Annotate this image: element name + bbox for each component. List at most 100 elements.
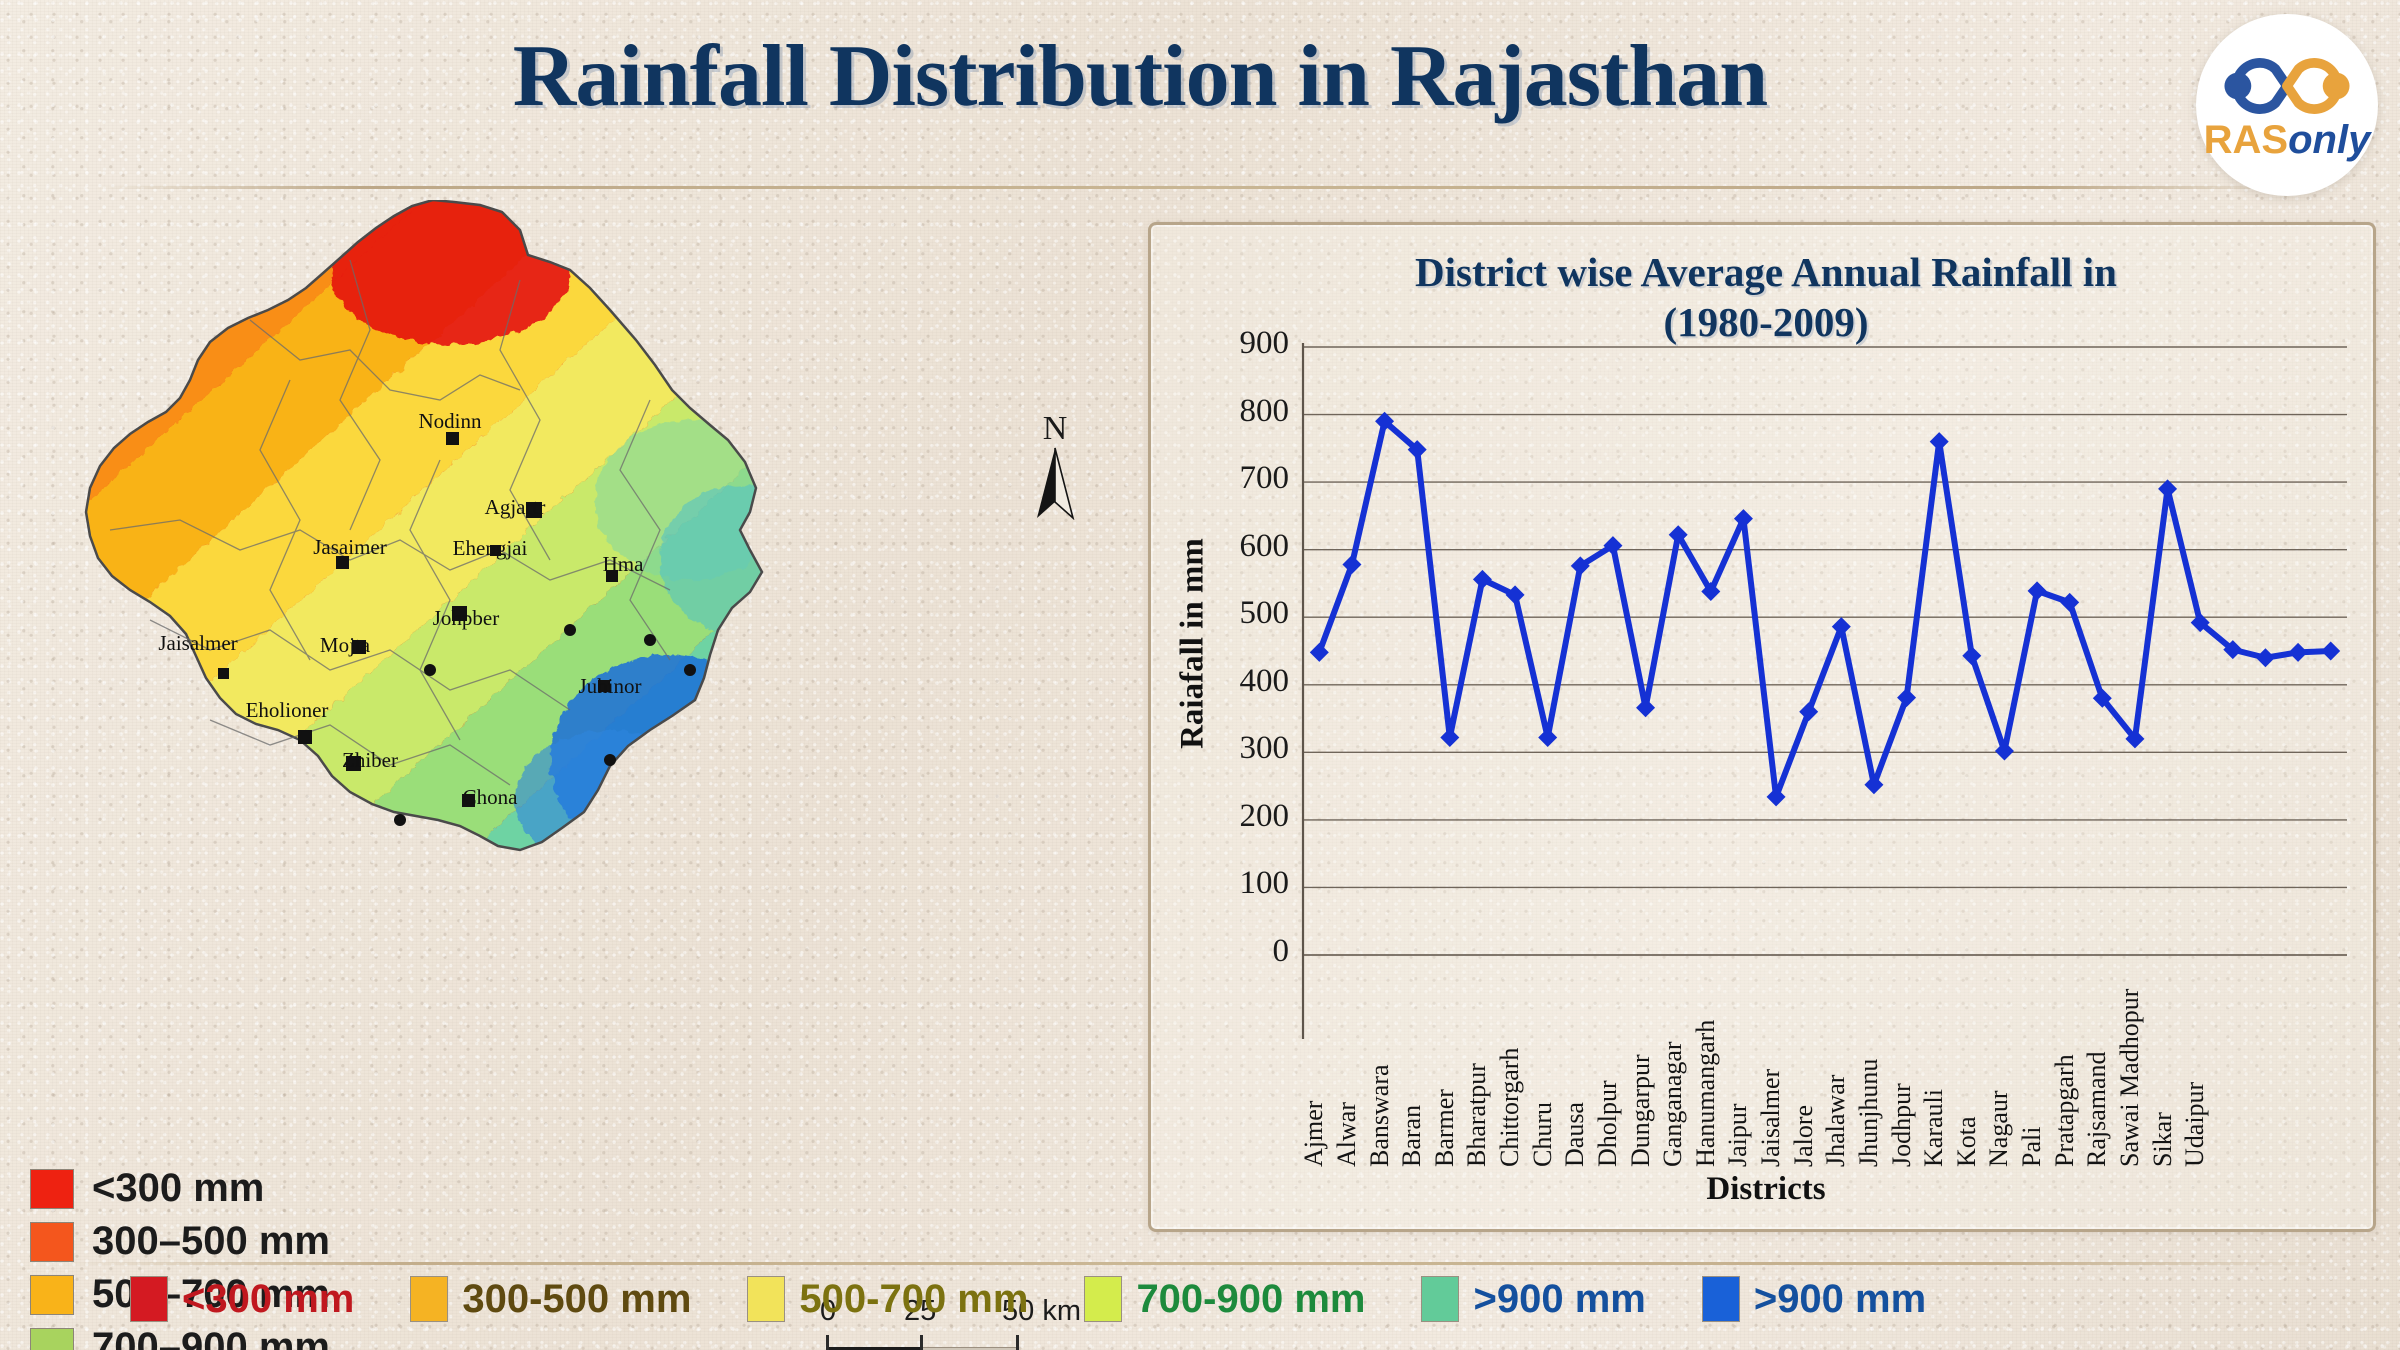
compass-needle-icon xyxy=(1037,447,1075,521)
chart-y-tick-label: 200 xyxy=(1239,797,1290,834)
chart-data-point[interactable] xyxy=(1799,702,1819,722)
chart-data-point[interactable] xyxy=(1570,556,1590,576)
rainfall-chart-panel: District wise Average Annual Rainfall in… xyxy=(1148,222,2376,1232)
north-arrow: N xyxy=(1020,412,1090,525)
chart-data-point[interactable] xyxy=(1505,585,1525,605)
chart-x-tick-label: Udaipur xyxy=(2180,1081,2210,1167)
chart-y-tick-label: 600 xyxy=(1239,527,1290,564)
bottom-legend-item[interactable]: <300 mm xyxy=(130,1276,354,1322)
header: Rainfall Distribution in Rajasthan RASon… xyxy=(0,0,2400,196)
chart-data-point[interactable] xyxy=(2027,581,2047,601)
chart-data-point[interactable] xyxy=(2125,729,2145,749)
chart-data-point[interactable] xyxy=(1472,569,1492,589)
chart-y-tick-label: 400 xyxy=(1239,662,1290,699)
map-legend-swatch xyxy=(30,1327,74,1350)
logo-text-ras: RAS xyxy=(2203,118,2289,162)
header-divider xyxy=(96,186,2304,189)
district-boundaries xyxy=(109,259,671,786)
bottom-legend-label: >900 mm xyxy=(1473,1276,1646,1321)
chart-x-tick-label: Churu xyxy=(1527,1102,1557,1167)
chart-x-tick-label: Bharatpur xyxy=(1462,1063,1492,1167)
chart-data-point[interactable] xyxy=(1636,698,1656,718)
chart-x-tick-label: Jalore xyxy=(1788,1104,1818,1167)
bottom-legend-swatch xyxy=(747,1276,786,1322)
chart-title: District wise Average Annual Rainfall in… xyxy=(1415,249,2117,346)
bottom-legend-items: <300 mm 300-500 mm 500-700 mm 700-900 mm >90… xyxy=(130,1276,1926,1322)
chart-data-point[interactable] xyxy=(1342,555,1362,575)
chart-data-point[interactable] xyxy=(2223,640,2243,660)
brand-logo[interactable]: RASonly xyxy=(2196,14,2378,196)
map-city-label: Mojta xyxy=(320,633,371,657)
chart-x-tick-label: Dholpur xyxy=(1592,1080,1622,1167)
bottom-legend-item[interactable]: 300-500 mm xyxy=(410,1276,691,1322)
chart-x-tick-label: Nagaur xyxy=(1984,1090,2014,1167)
chart-x-tick-label: Jhalawar xyxy=(1821,1074,1851,1167)
chart-data-point[interactable] xyxy=(1962,646,1982,666)
bottom-legend-label: 700-900 mm xyxy=(1136,1276,1366,1321)
chart-data-point[interactable] xyxy=(1897,688,1917,708)
chart-data-point[interactable] xyxy=(1603,536,1623,556)
scalebar-tick-0: 0 xyxy=(820,1295,837,1327)
chart-x-tick-label: Hanumangarh xyxy=(1690,1019,1720,1167)
brand-wordmark: RASonly xyxy=(2204,120,2371,160)
chart-data-point[interactable] xyxy=(1994,741,2014,761)
map-legend-label: 700–900 mm xyxy=(92,1325,330,1350)
bottom-legend-item[interactable]: >900 mm xyxy=(1421,1276,1646,1322)
chart-data-point[interactable] xyxy=(2060,592,2080,612)
chart-x-tick-label: Dausa xyxy=(1560,1102,1590,1167)
map-legend-item: <300 mm xyxy=(30,1162,330,1215)
chart-data-point[interactable] xyxy=(1440,727,1460,747)
chart-data-point[interactable] xyxy=(1733,509,1753,529)
bottom-legend-swatch xyxy=(130,1276,168,1322)
map-legend-item: 700–900 mm xyxy=(30,1321,330,1350)
page-title: Rainfall Distribution in Rajasthan xyxy=(512,28,1768,125)
bottom-legend-item[interactable]: >900 mm xyxy=(1701,1276,1926,1322)
bottom-legend-item[interactable]: 700-900 mm xyxy=(1084,1276,1365,1322)
chart-data-point[interactable] xyxy=(1668,525,1688,545)
chart-data-point[interactable] xyxy=(2321,641,2341,661)
bottom-legend-swatch xyxy=(1084,1276,1123,1322)
chart-data-point[interactable] xyxy=(1701,582,1721,602)
bottom-legend-label: 300-500 mm xyxy=(462,1276,692,1321)
chart-y-tick-label: 100 xyxy=(1239,865,1290,902)
infinity-logo-icon xyxy=(2224,58,2350,114)
chart-data-point[interactable] xyxy=(1766,787,1786,807)
bottom-legend-label: <300 mm xyxy=(182,1276,355,1321)
chart-x-tick-label: Jodhpur xyxy=(1886,1083,1916,1167)
chart-x-tick-label: Pali xyxy=(2017,1126,2047,1167)
chart-data-point[interactable] xyxy=(1831,617,1851,637)
chart-y-tick-label: 300 xyxy=(1239,730,1290,767)
chart-series-line xyxy=(1316,418,2331,800)
chart-data-point[interactable] xyxy=(1375,411,1395,431)
chart-plot-container: Raiafall in mm Districts 0 100 200 300 400 50… xyxy=(1151,225,2379,1235)
map-legend-swatch xyxy=(30,1221,74,1262)
bottom-legend-swatch xyxy=(1701,1276,1740,1322)
map-city-label: Jasaimer xyxy=(313,535,386,559)
map-legend-item: 300–500 mm xyxy=(30,1215,330,1268)
bottom-legend-swatch xyxy=(410,1276,449,1322)
map-scalebar: 0 25 50 km xyxy=(820,1295,1120,1350)
chart-data-point[interactable] xyxy=(2288,642,2308,662)
chart-x-tick-label: Pratapgarh xyxy=(2049,1054,2079,1167)
chart-line-plot[interactable] xyxy=(1151,225,2379,1235)
chart-x-tick-label: Alwar xyxy=(1331,1102,1361,1167)
chart-data-point[interactable] xyxy=(1538,727,1558,747)
map-city-label: Johpber xyxy=(433,606,500,630)
chart-data-point[interactable] xyxy=(1309,642,1329,662)
chart-data-point[interactable] xyxy=(2255,648,2275,668)
rajasthan-rainfall-map[interactable]: Nodinn Jasaimer Agjartr Ehengjai Hma Jaisalme… xyxy=(50,200,1110,1160)
scalebar-tick-mark-25 xyxy=(920,1335,923,1350)
chart-data-point[interactable] xyxy=(2092,688,2112,708)
map-city-label: Hma xyxy=(603,552,645,576)
chart-data-point[interactable] xyxy=(1864,775,1884,795)
chart-data-point[interactable] xyxy=(1407,440,1427,460)
chart-y-tick-label: 800 xyxy=(1239,392,1290,429)
chart-x-tick-label: Chittorgarh xyxy=(1495,1047,1525,1167)
chart-data-point[interactable] xyxy=(1929,432,1949,452)
chart-data-point[interactable] xyxy=(2158,479,2178,499)
map-city-labels: Nodinn Jasaimer Agjartr Ehengjai Hma Jaisalme… xyxy=(158,409,644,809)
chart-y-tick-label: 500 xyxy=(1239,595,1290,632)
bottom-legend-item[interactable]: 500-700 mm xyxy=(747,1276,1028,1322)
chart-data-point[interactable] xyxy=(2190,613,2210,633)
